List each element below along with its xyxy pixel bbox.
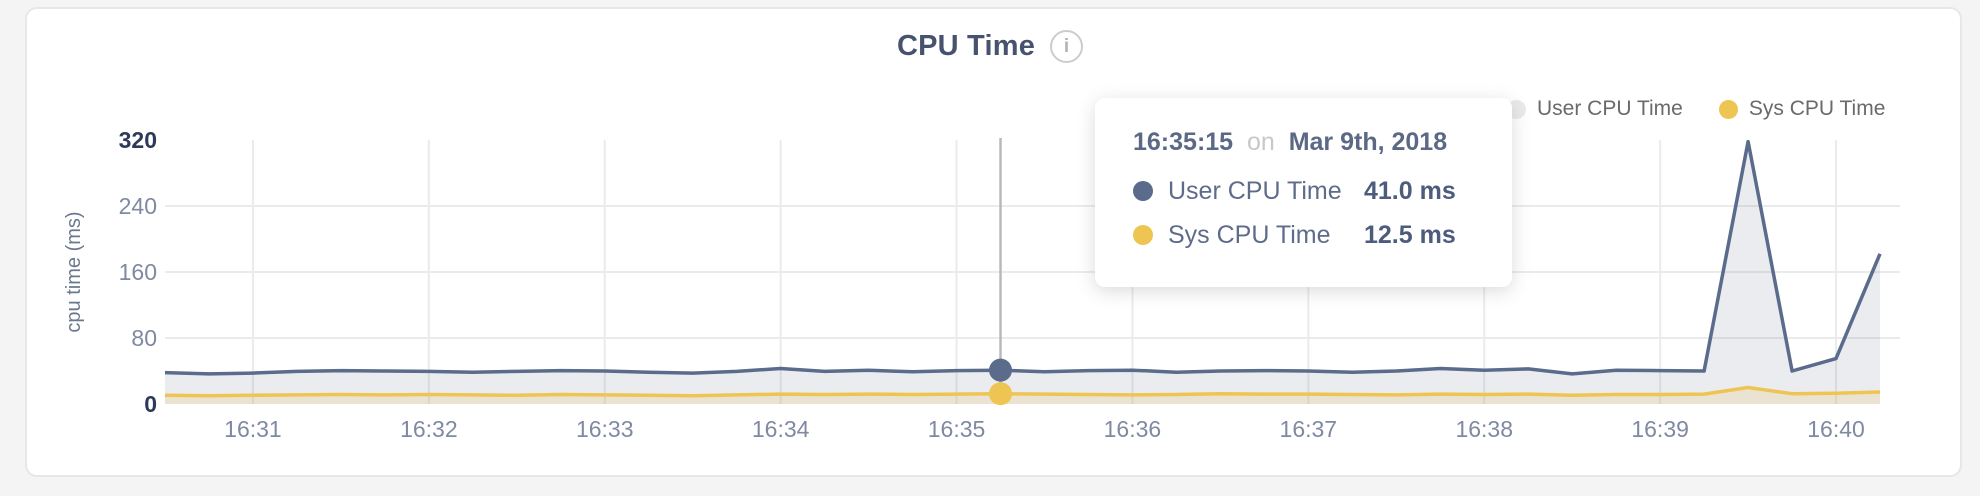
tooltip-dot-sys-icon (1133, 225, 1153, 245)
legend-item-sys-cpu-time[interactable]: Sys CPU Time (1718, 97, 1886, 121)
x-tick-label: 16:37 (1280, 416, 1338, 442)
tooltip-value-user: 41.0 ms (1364, 176, 1456, 205)
sys-cpu-line (164, 385, 1881, 398)
hover-dot-sys (989, 382, 1013, 406)
user-cpu-line (164, 139, 1882, 376)
tooltip-row-user: User CPU Time 41.0 ms (1133, 169, 1512, 213)
tooltip-row-sys: Sys CPU Time 12.5 ms (1133, 213, 1512, 257)
x-tick-label: 16:38 (1455, 416, 1513, 442)
legend-item-user-cpu-time[interactable]: User CPU Time (1507, 97, 1683, 121)
tooltip-dot-user-icon (1133, 181, 1153, 201)
x-tick-label: 16:31 (224, 416, 282, 442)
y-tick-label: 320 (119, 127, 157, 153)
hover-tooltip: 16:35:15 on Mar 9th, 2018 User CPU Time … (1095, 98, 1512, 287)
y-axis-title: cpu time (ms) (63, 211, 85, 332)
chart-header: CPU Time i (0, 30, 1980, 63)
x-tick-label: 16:40 (1807, 416, 1865, 442)
chart-legend: User CPU Time Sys CPU Time (1507, 96, 1885, 122)
x-tick-label: 16:39 (1631, 416, 1689, 442)
user-cpu-area-fill (165, 141, 1880, 404)
legend-label-sys: Sys CPU Time (1748, 97, 1886, 120)
y-tick-label: 80 (131, 325, 157, 351)
tooltip-time: 16:35:15 (1133, 128, 1234, 156)
hover-dot-user (989, 358, 1013, 382)
sys-cpu-area-fill (165, 387, 1880, 404)
x-tick-label: 16:36 (1104, 416, 1162, 442)
tooltip-date (1282, 128, 1289, 156)
x-tick-label: 16:34 (752, 416, 810, 442)
legend-label-user: User CPU Time (1537, 97, 1683, 120)
y-tick-label: 160 (119, 259, 157, 285)
y-tick-label: 240 (119, 193, 157, 219)
chart-title: CPU Time (896, 30, 1036, 62)
y-tick-label: 0 (144, 391, 157, 417)
tooltip-header: 16:35:15 on Mar 9th, 2018 (1133, 128, 1448, 156)
tooltip-label-user: User CPU Time (1168, 176, 1342, 205)
info-icon[interactable]: i (1050, 30, 1084, 63)
x-tick-label: 16:32 (400, 416, 458, 442)
x-tick-label: 16:33 (576, 416, 634, 442)
tooltip-conjunction (1240, 128, 1247, 156)
tooltip-value-sys: 12.5 ms (1364, 220, 1456, 249)
legend-dot-sys-icon (1718, 99, 1738, 119)
x-tick-label: 16:35 (928, 416, 986, 442)
tooltip-label-sys: Sys CPU Time (1168, 220, 1331, 249)
